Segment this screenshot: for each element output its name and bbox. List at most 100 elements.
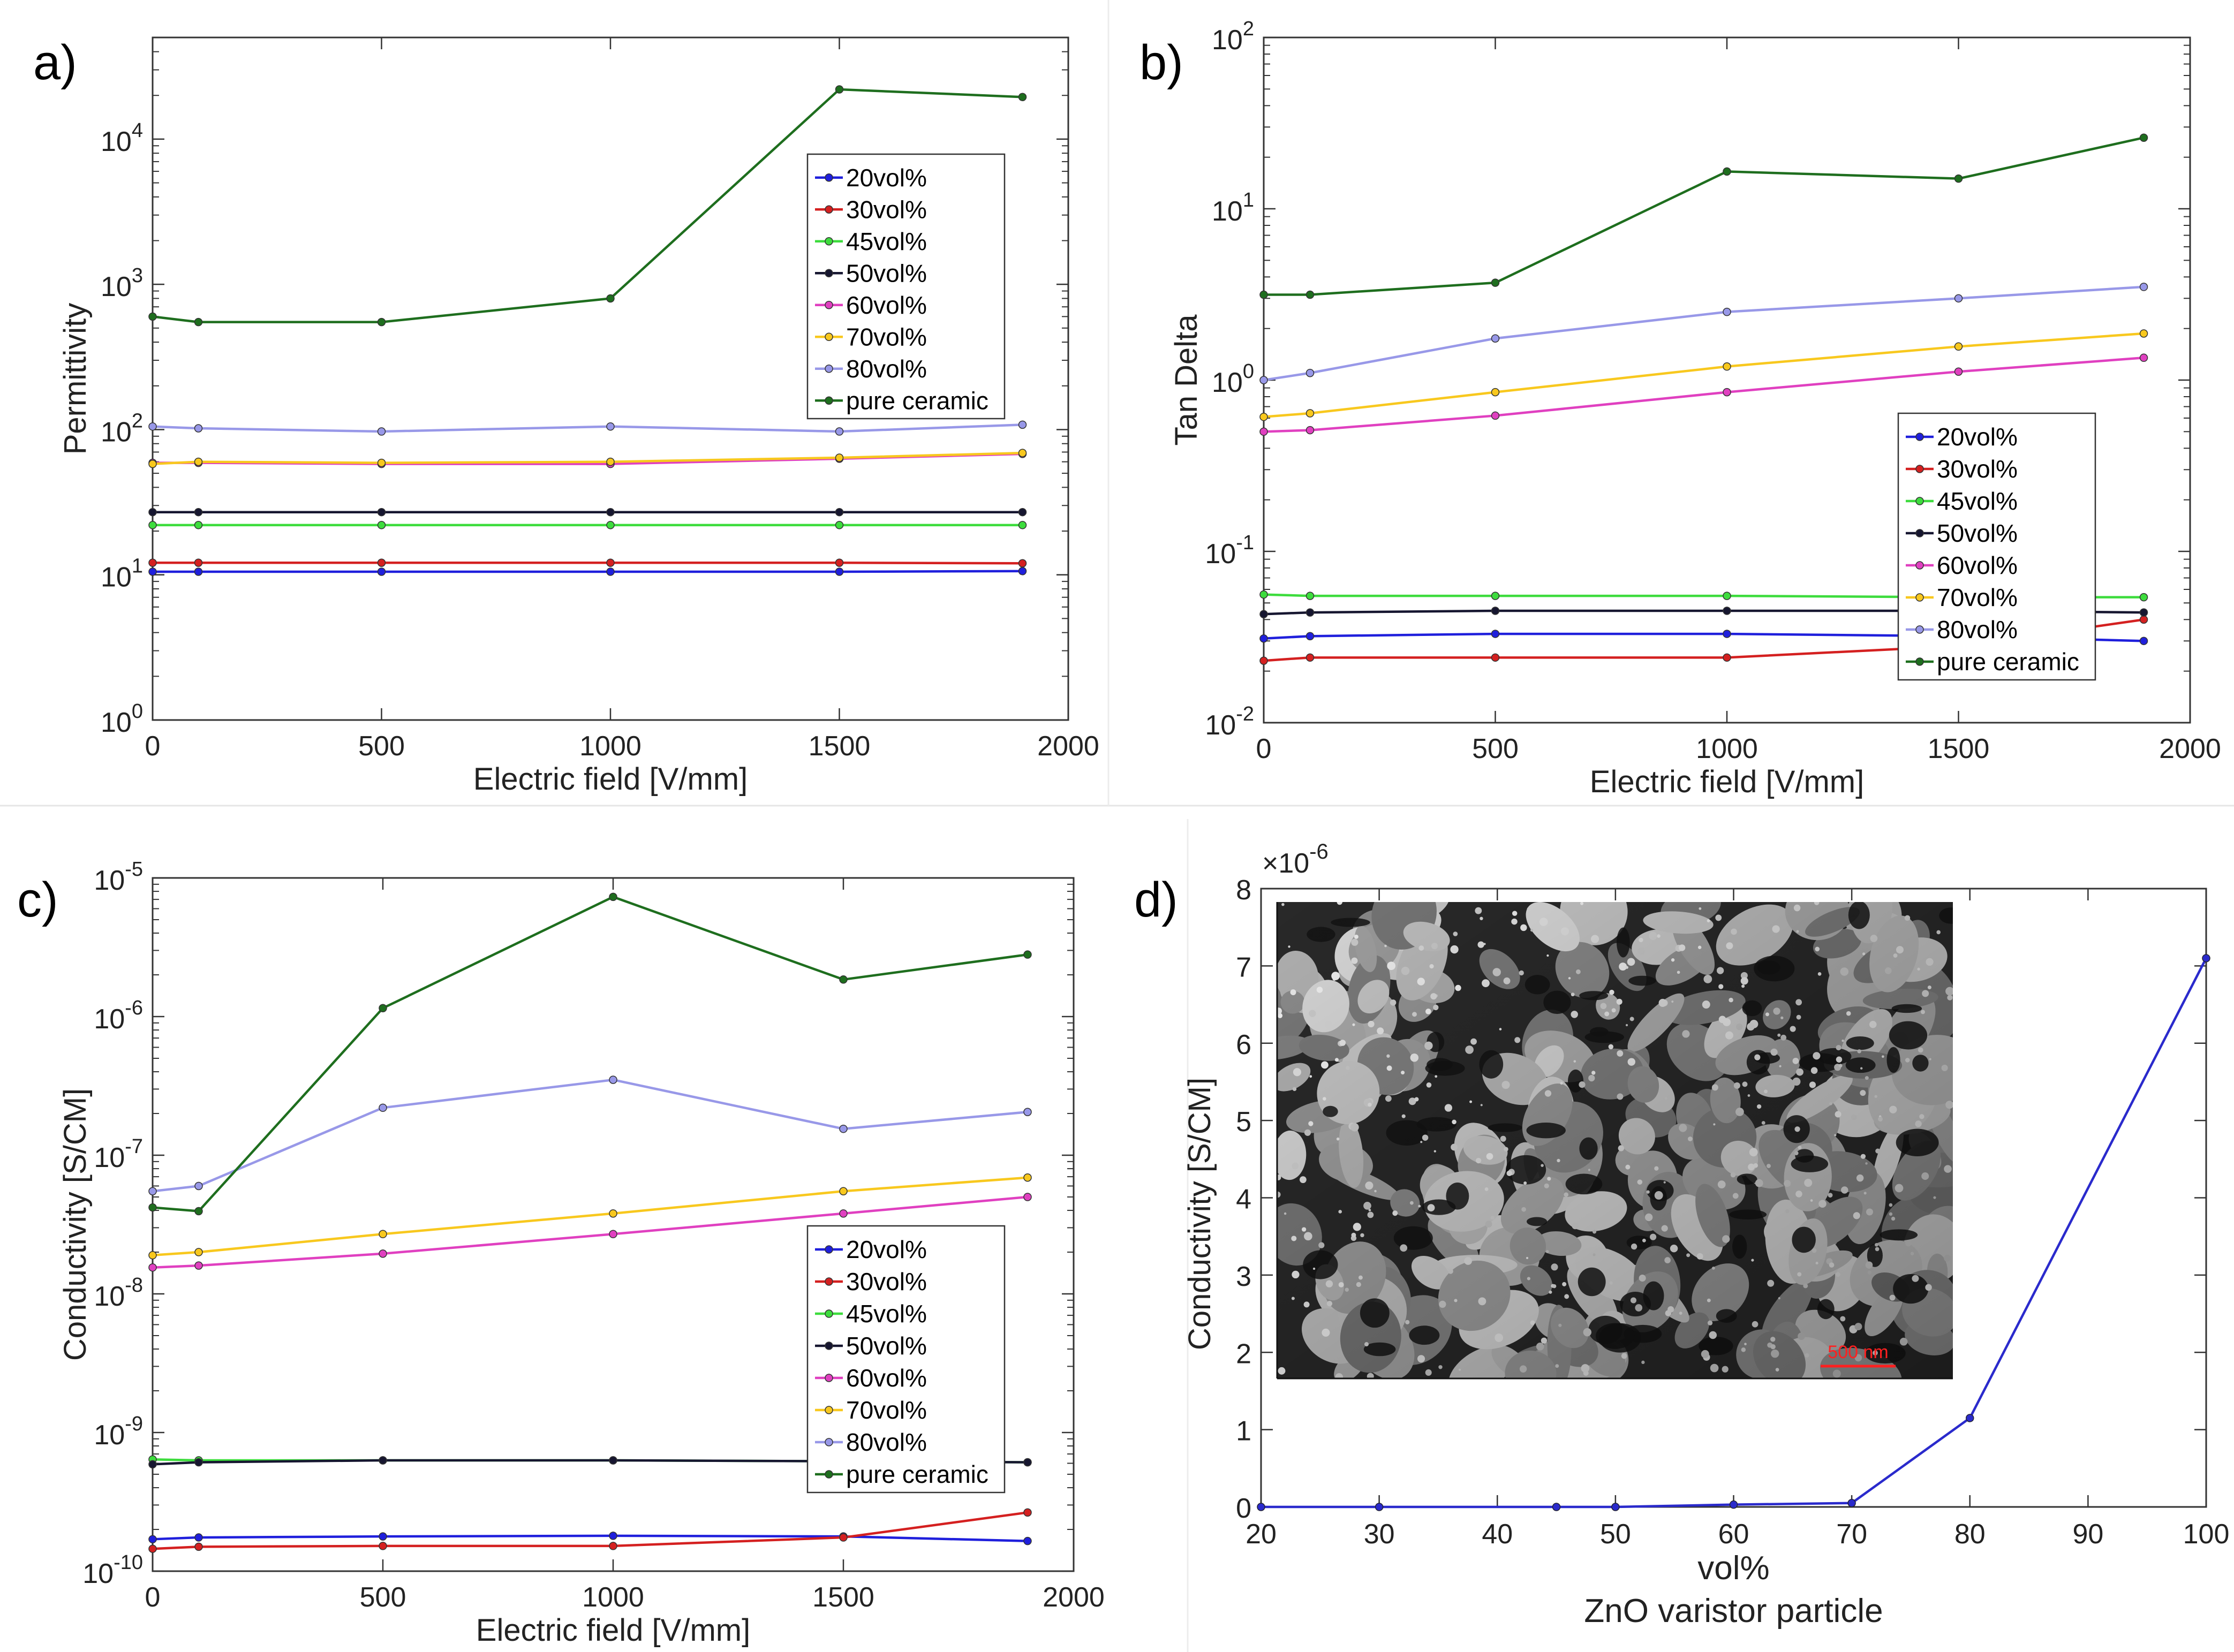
data-point bbox=[1305, 592, 1315, 600]
data-point bbox=[1018, 449, 1027, 457]
legend-marker bbox=[825, 205, 833, 214]
y-tick-label: 0 bbox=[1236, 1493, 1251, 1524]
data-point bbox=[1018, 521, 1027, 529]
data-point bbox=[194, 317, 203, 327]
data-point bbox=[1023, 1458, 1032, 1467]
x-tick-label: 50 bbox=[1600, 1519, 1631, 1550]
data-point bbox=[1954, 342, 1963, 351]
series-70vol bbox=[148, 1173, 1032, 1260]
y-multiplier: ×10-6 bbox=[1262, 840, 1329, 879]
data-point bbox=[377, 558, 386, 567]
data-point bbox=[835, 85, 844, 94]
legend-entry-50vol: 50vol% bbox=[846, 259, 927, 287]
data-point bbox=[606, 422, 615, 431]
y-tick-exponent: -7 bbox=[125, 1135, 143, 1158]
y-tick-base: 10 bbox=[101, 416, 132, 448]
data-point bbox=[1259, 634, 1268, 643]
data-point bbox=[194, 424, 203, 433]
data-point bbox=[835, 507, 844, 517]
y-multiplier-base: ×10 bbox=[1262, 848, 1309, 879]
y-tick-label: 103 bbox=[101, 264, 143, 302]
series-line-70vol bbox=[152, 1176, 1028, 1257]
x-tick-label: 2000 bbox=[1043, 1582, 1105, 1613]
y-axis-label: Permittivity bbox=[58, 303, 93, 455]
data-point bbox=[839, 1533, 848, 1542]
y-tick-label: 102 bbox=[1212, 18, 1254, 56]
data-point bbox=[1611, 1503, 1620, 1511]
series-80vol bbox=[148, 1075, 1032, 1195]
x-tick-label: 1500 bbox=[812, 1582, 874, 1613]
series-line-30vol bbox=[152, 1511, 1028, 1550]
data-point bbox=[194, 1458, 203, 1467]
data-point bbox=[1375, 1503, 1384, 1511]
y-tick-base: 10 bbox=[1212, 196, 1243, 227]
legend-marker bbox=[1915, 561, 1924, 570]
data-point bbox=[1954, 367, 1963, 376]
series-line-80vol bbox=[152, 1078, 1028, 1193]
data-point bbox=[148, 312, 157, 321]
y-tick-label: 10-6 bbox=[94, 997, 143, 1035]
data-point bbox=[1966, 1414, 1974, 1422]
data-point bbox=[1723, 167, 1731, 176]
data-point bbox=[1491, 653, 1500, 662]
y-tick-base: 10 bbox=[1205, 710, 1236, 741]
data-point bbox=[1552, 1503, 1561, 1511]
x-tick-label: 20 bbox=[1246, 1519, 1277, 1550]
data-point bbox=[2202, 954, 2210, 963]
y-tick-label: 7 bbox=[1236, 952, 1251, 983]
x-tick-label: 60 bbox=[1718, 1519, 1749, 1550]
data-point bbox=[1305, 608, 1315, 617]
data-point bbox=[1723, 307, 1731, 316]
series-30vol bbox=[148, 558, 1027, 567]
x-tick-label: 0 bbox=[145, 1582, 161, 1613]
legend-marker bbox=[825, 1374, 833, 1382]
series-line-70vol bbox=[1263, 332, 2144, 418]
panel-label: c) bbox=[17, 873, 58, 927]
y-tick-label: 104 bbox=[101, 119, 143, 157]
y-tick-base: 10 bbox=[94, 1142, 125, 1173]
x-tick-label: 40 bbox=[1482, 1519, 1513, 1550]
legend-marker bbox=[825, 1277, 833, 1286]
data-point bbox=[606, 567, 615, 576]
data-point bbox=[1305, 290, 1315, 299]
data-point bbox=[377, 427, 386, 436]
data-point bbox=[1018, 420, 1027, 429]
data-point bbox=[1723, 388, 1731, 397]
y-tick-label: 10-2 bbox=[1205, 703, 1254, 741]
x-tick-label: 500 bbox=[358, 731, 405, 762]
data-point bbox=[1018, 507, 1027, 517]
y-tick-label: 10-10 bbox=[82, 1551, 143, 1589]
data-point bbox=[835, 567, 844, 576]
series-line-70vol bbox=[152, 451, 1023, 465]
legend-entry-30vol: 30vol% bbox=[1937, 455, 2018, 483]
y-tick-exponent: 4 bbox=[132, 119, 143, 142]
legend-marker bbox=[825, 365, 833, 373]
data-point bbox=[609, 1075, 617, 1084]
data-point bbox=[1723, 592, 1731, 600]
legend-marker bbox=[1915, 657, 1924, 666]
x-tick-label: 0 bbox=[1256, 733, 1272, 764]
data-point bbox=[148, 459, 157, 468]
data-point bbox=[1023, 1173, 1032, 1182]
data-point bbox=[2139, 329, 2148, 338]
y-tick-label: 8 bbox=[1236, 875, 1251, 906]
series-line-20vol bbox=[153, 570, 1023, 573]
y-tick-label: 6 bbox=[1236, 1029, 1251, 1060]
y-tick-exponent: -8 bbox=[125, 1274, 143, 1297]
y-tick-label: 101 bbox=[101, 555, 143, 593]
data-point bbox=[379, 1249, 387, 1258]
legend-entry-70vol: 70vol% bbox=[1937, 583, 2018, 611]
data-point bbox=[1305, 369, 1315, 377]
legend-marker bbox=[825, 269, 833, 277]
y-tick-exponent: -6 bbox=[125, 997, 143, 1019]
data-point bbox=[1954, 174, 1963, 183]
panel-label: b) bbox=[1139, 35, 1183, 90]
y-tick-base: 10 bbox=[94, 865, 125, 896]
y-tick-exponent: 2 bbox=[132, 410, 143, 432]
legend-entry-20vol: 20vol% bbox=[1937, 423, 2018, 451]
data-point bbox=[2139, 593, 2148, 602]
series-line-80vol bbox=[152, 423, 1023, 433]
legend-marker bbox=[1915, 529, 1924, 537]
